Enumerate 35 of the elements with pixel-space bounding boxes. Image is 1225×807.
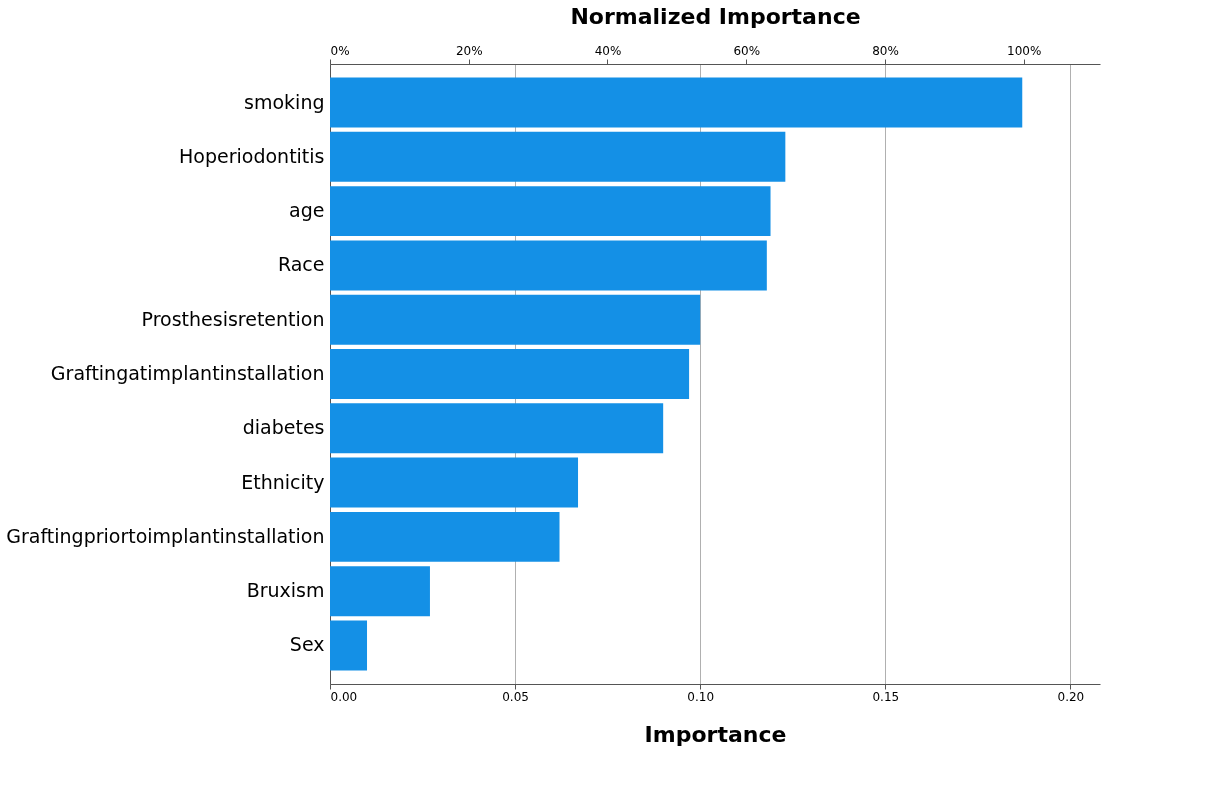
x-tick-label: 0.00 bbox=[330, 689, 358, 704]
x-tick-label: 0.15 bbox=[872, 689, 900, 704]
bar bbox=[330, 403, 664, 454]
y-tick-label: age bbox=[289, 199, 325, 222]
y-tick-label: Graftingpriortoimplantinstallation bbox=[6, 524, 325, 547]
y-tick-label: Graftingatimplantinstallation bbox=[50, 362, 325, 384]
bar bbox=[330, 620, 368, 671]
x-axis-title: Importance bbox=[644, 721, 787, 747]
y-tick-label: Sex bbox=[289, 633, 325, 656]
x2-tick-label: 40% bbox=[594, 43, 622, 58]
bar bbox=[330, 240, 767, 291]
x-tick-label: 0.05 bbox=[502, 689, 529, 704]
bar bbox=[330, 349, 690, 399]
x2-axis-title: Normalized Importance bbox=[570, 3, 861, 29]
x2-tick-label: 60% bbox=[733, 43, 761, 58]
y-tick-label: Race bbox=[277, 253, 325, 276]
y-tick-label: Ethnicity bbox=[241, 470, 325, 493]
x2-tick-label: 80% bbox=[872, 43, 899, 58]
bar bbox=[330, 131, 786, 182]
y-tick-label: Hoperiodontitis bbox=[179, 144, 325, 167]
bar bbox=[330, 186, 771, 237]
bar bbox=[330, 294, 701, 345]
y-tick-label: diabetes bbox=[242, 416, 325, 439]
y-tick-label: Prosthesisretention bbox=[141, 307, 325, 330]
x-tick-label: 0.10 bbox=[687, 689, 715, 704]
bar bbox=[330, 511, 560, 562]
bar bbox=[330, 457, 579, 508]
x-tick-label: 0.20 bbox=[1057, 689, 1085, 704]
x2-tick-label: 0% bbox=[330, 43, 350, 58]
y-tick-label: Bruxism bbox=[246, 579, 325, 602]
x2-tick-label: 20% bbox=[455, 43, 483, 58]
y-tick-label: smoking bbox=[244, 90, 325, 113]
bar bbox=[330, 77, 1023, 128]
x2-tick-label: 100% bbox=[1007, 43, 1042, 58]
bar bbox=[330, 566, 430, 617]
